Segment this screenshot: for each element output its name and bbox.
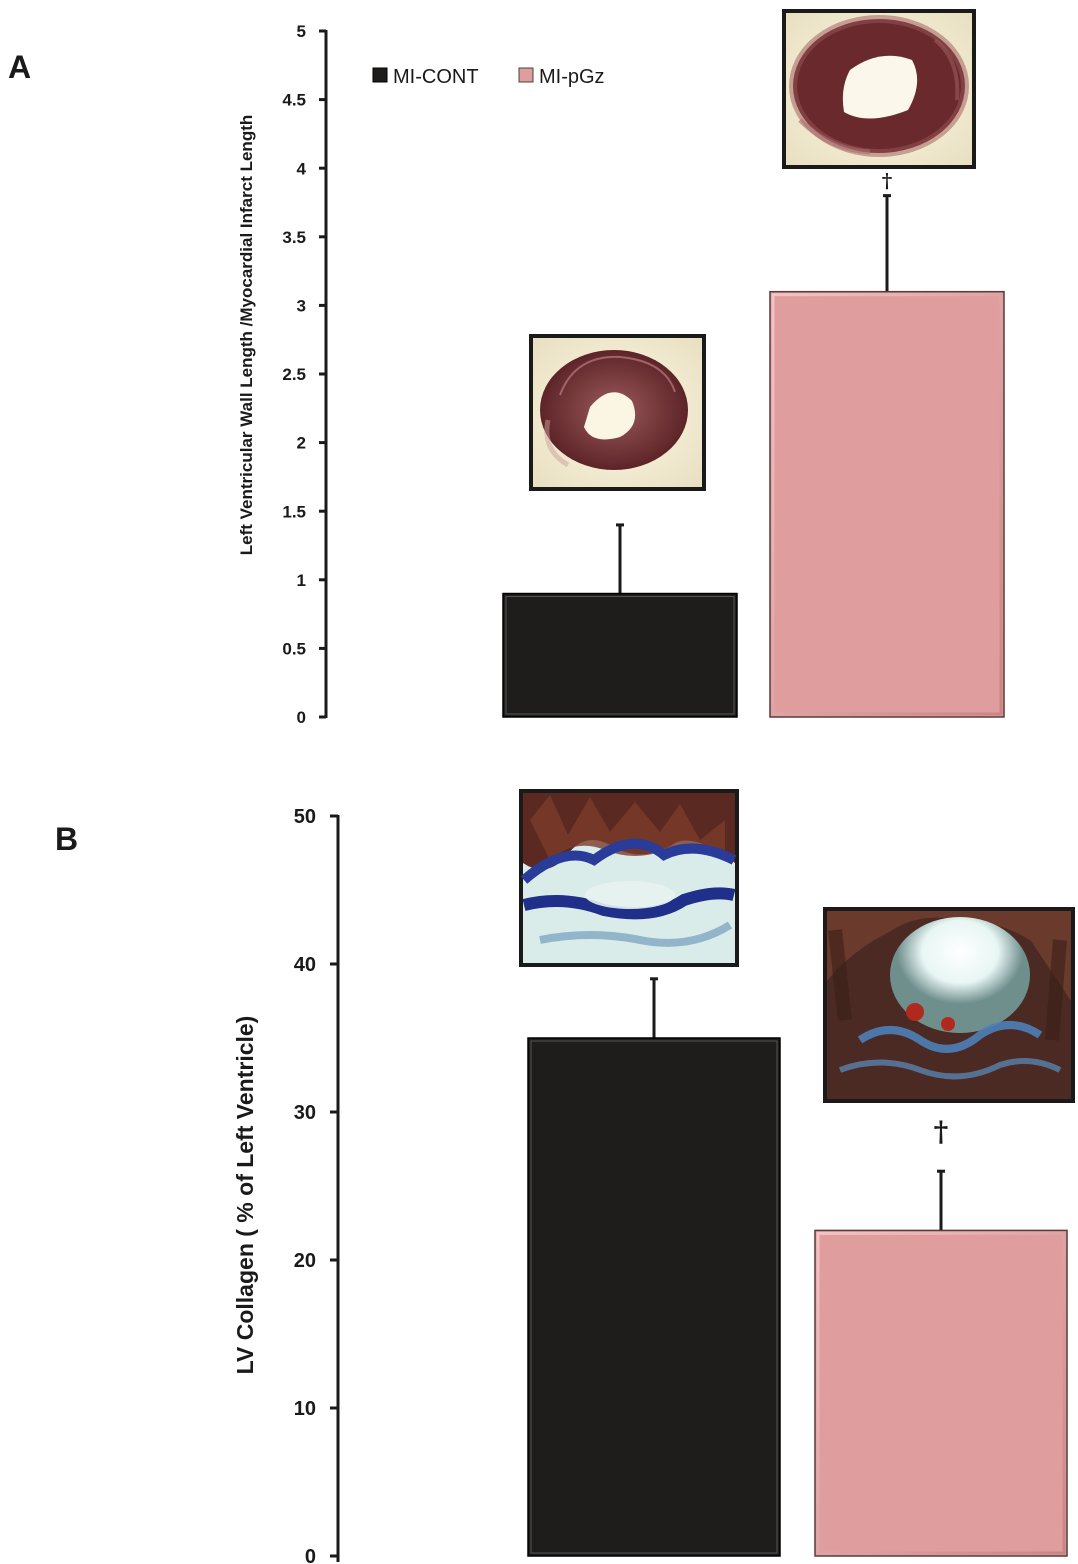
y-tick-label: 1.5 (282, 502, 306, 521)
legend-swatch-mi-cont (372, 67, 388, 83)
y-tick-label: 4.5 (282, 91, 306, 110)
chart-panel-b: 0 10 20 30 40 50 LV Collagen ( % of Left Vent… (232, 789, 1075, 1564)
y-tick-label: 5 (297, 22, 306, 41)
bar-mi-cont-b-group (527, 977, 781, 1557)
panel-label-b: B (55, 821, 78, 857)
bar-mi-pgz-a-group (769, 194, 1005, 718)
y-tick-label: 2.5 (282, 365, 306, 384)
y-axis-a: 0 0.5 1 1.5 2 2.5 3 3.5 4 4.5 5 (282, 22, 328, 727)
y-tick-label: 0 (297, 708, 306, 727)
y-tick-label: 3.5 (282, 228, 306, 247)
y-axis-title-a: Left Ventricular Wall Length /Myocardial… (237, 115, 256, 555)
bar-mi-pgz-b-group (814, 1169, 1068, 1557)
bar-bevel-mi-cont-b (530, 1040, 778, 1554)
bar-mi-pgz-a (769, 290, 1005, 718)
y-ticks-a: 0 0.5 1 1.5 2 2.5 3 3.5 4 4.5 5 (282, 22, 326, 727)
bar-mi-cont-a (502, 592, 738, 718)
legend-label-mi-cont: MI-CONT (393, 66, 479, 88)
y-axis-title-b: LV Collagen ( % of Left Ventricle) (232, 1016, 258, 1375)
legend-label-mi-pgz: MI-pGz (539, 66, 605, 88)
chart-panel-a: 0 0.5 1 1.5 2 2.5 3 3.5 4 4.5 5 Left Ventricular W… (237, 9, 1005, 727)
y-ticks-b: 0 10 20 30 40 50 (294, 806, 338, 1564)
y-tick-label: 0.5 (282, 640, 306, 659)
y-tick-label: 1 (297, 571, 306, 590)
legend-swatch-mi-pgz (518, 67, 534, 83)
bar-bevel-mi-pgz-a (771, 293, 1003, 716)
bar-bevel-mi-cont-a (505, 596, 735, 715)
y-tick-label: 3 (297, 297, 306, 316)
legend-item-mi-cont: MI-CONT (372, 66, 479, 88)
y-tick-label: 50 (294, 806, 316, 828)
bar-mi-cont-b (527, 1037, 781, 1557)
y-tick-label: 4 (297, 159, 307, 178)
y-tick-label: 30 (294, 1102, 316, 1124)
bar-mi-pgz-b (814, 1229, 1068, 1557)
inset-photo-mi-pgz-b (823, 907, 1075, 1103)
significance-marker-mi-pgz-b: † (934, 1115, 949, 1148)
legend-item-mi-pgz: MI-pGz (518, 66, 605, 88)
y-tick-label: 20 (294, 1250, 316, 1272)
inset-photo-mi-cont-a (529, 334, 706, 491)
y-axis-b: 0 10 20 30 40 50 (294, 806, 340, 1564)
significance-marker-mi-pgz-a: † (882, 169, 892, 193)
y-tick-label: 10 (294, 1398, 316, 1420)
bar-mi-cont-a-group (502, 523, 738, 718)
bar-bevel-mi-pgz-b (816, 1231, 1066, 1555)
panel-label-a: A (8, 49, 31, 85)
inset-photo-mi-cont-b (519, 789, 739, 967)
legend-a: MI-CONT MI-pGz (372, 66, 605, 88)
y-tick-label: 0 (305, 1546, 316, 1564)
y-tick-label: 2 (297, 434, 306, 453)
inset-photo-mi-pgz-a (782, 9, 976, 169)
y-tick-label: 40 (294, 954, 316, 976)
